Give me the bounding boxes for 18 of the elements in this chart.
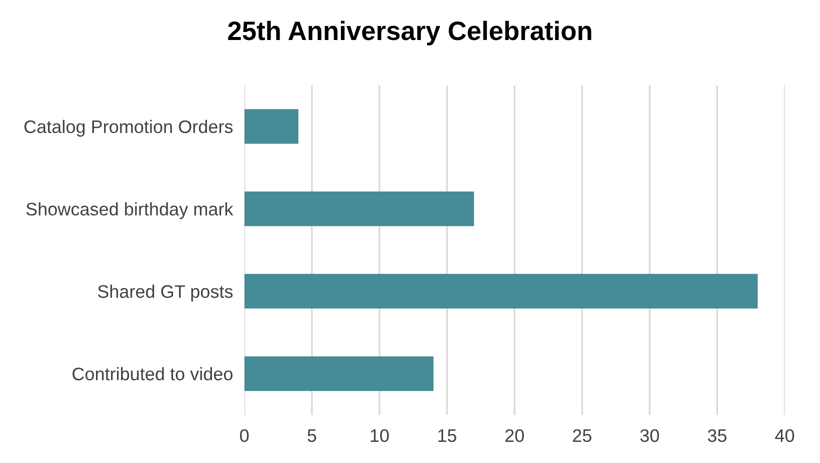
bar xyxy=(244,109,298,144)
x-tick-label: 30 xyxy=(640,429,659,442)
x-tick-label: 35 xyxy=(708,429,726,442)
y-tick-label: Showcased birthday mark xyxy=(26,202,234,220)
bar xyxy=(244,192,474,226)
y-tick-label: Contributed to video xyxy=(72,367,233,380)
x-tick-label: 25 xyxy=(572,429,592,442)
x-tick-label: 10 xyxy=(370,429,389,442)
x-tick-label: 20 xyxy=(505,429,524,442)
y-tick-label: Catalog Promotion Orders xyxy=(24,120,233,137)
x-tick-label: 5 xyxy=(308,429,316,442)
chart-title: 25th Anniversary Celebration xyxy=(228,20,592,46)
bar xyxy=(244,356,434,391)
x-tick-label: 15 xyxy=(438,429,456,442)
x-tick-label: 40 xyxy=(775,429,794,442)
y-tick-label: Shared GT posts xyxy=(98,284,233,302)
x-tick-label: 0 xyxy=(240,429,249,442)
bar xyxy=(244,274,758,309)
